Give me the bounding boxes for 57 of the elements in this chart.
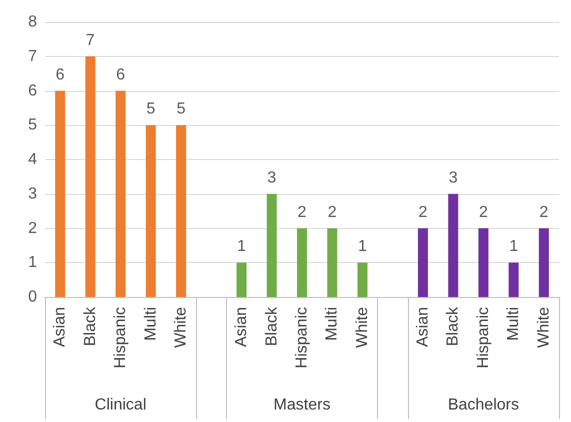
x-tick-label: Black	[82, 306, 99, 346]
text: Clinical	[94, 396, 146, 414]
x-tick-label: Black	[444, 306, 462, 346]
x-tick-label: Asian	[414, 307, 432, 348]
bar	[236, 262, 247, 297]
x-tick-label: White	[535, 306, 552, 348]
x-tick-label: Hispanic	[294, 307, 310, 368]
bar	[327, 228, 338, 297]
bar	[176, 125, 186, 297]
y-tick-label: 8	[28, 14, 38, 30]
y-tick-label: 1	[28, 254, 38, 272]
bar	[266, 194, 277, 297]
bar	[116, 90, 126, 297]
data-label: 2	[328, 204, 337, 221]
bar	[297, 228, 307, 297]
data-label: 6	[116, 66, 126, 84]
data-label: 6	[56, 66, 65, 84]
y-tick-label: 3	[28, 185, 38, 202]
y-tick-label: 4	[28, 151, 38, 168]
y-tick-label: 6	[28, 82, 38, 100]
bar	[55, 90, 66, 297]
text: Masters	[274, 396, 330, 414]
bar	[448, 194, 458, 297]
y-tick-label: 5	[28, 116, 38, 134]
x-tick-label: White	[172, 306, 190, 348]
data-label: 1	[358, 238, 368, 256]
data-label: 1	[237, 238, 246, 256]
y-tick-label: 7	[28, 48, 38, 65]
data-label: 1	[509, 238, 518, 256]
x-tick-label: Hispanic	[474, 307, 492, 368]
bar	[538, 228, 549, 297]
bar	[85, 56, 96, 297]
x-tick-label: Multi	[324, 307, 341, 341]
y-tick-label: 2	[28, 220, 38, 237]
x-tick-label: Multi	[505, 307, 522, 341]
x-tick-label: Multi	[142, 307, 160, 341]
data-label: 2	[478, 204, 488, 221]
text: Bachelors	[448, 396, 519, 414]
bar	[146, 125, 156, 297]
data-label: 3	[448, 169, 458, 186]
bar	[418, 228, 428, 297]
data-label: 2	[418, 204, 428, 221]
x-tick-label: White	[354, 306, 371, 348]
bar	[508, 262, 519, 297]
bar	[357, 262, 368, 297]
bar	[478, 228, 488, 297]
y-tick-label: 0	[28, 288, 38, 306]
data-label: 2	[298, 204, 307, 221]
data-label: 5	[176, 100, 186, 118]
data-label: 2	[539, 204, 548, 221]
data-label: 5	[146, 100, 156, 118]
data-label: 7	[86, 32, 95, 49]
x-tick-label: Black	[263, 306, 280, 346]
data-label: 3	[267, 169, 276, 186]
x-tick-label: Asian	[233, 307, 250, 348]
x-tick-label: Asian	[52, 307, 69, 348]
x-tick-label: Hispanic	[112, 307, 130, 368]
